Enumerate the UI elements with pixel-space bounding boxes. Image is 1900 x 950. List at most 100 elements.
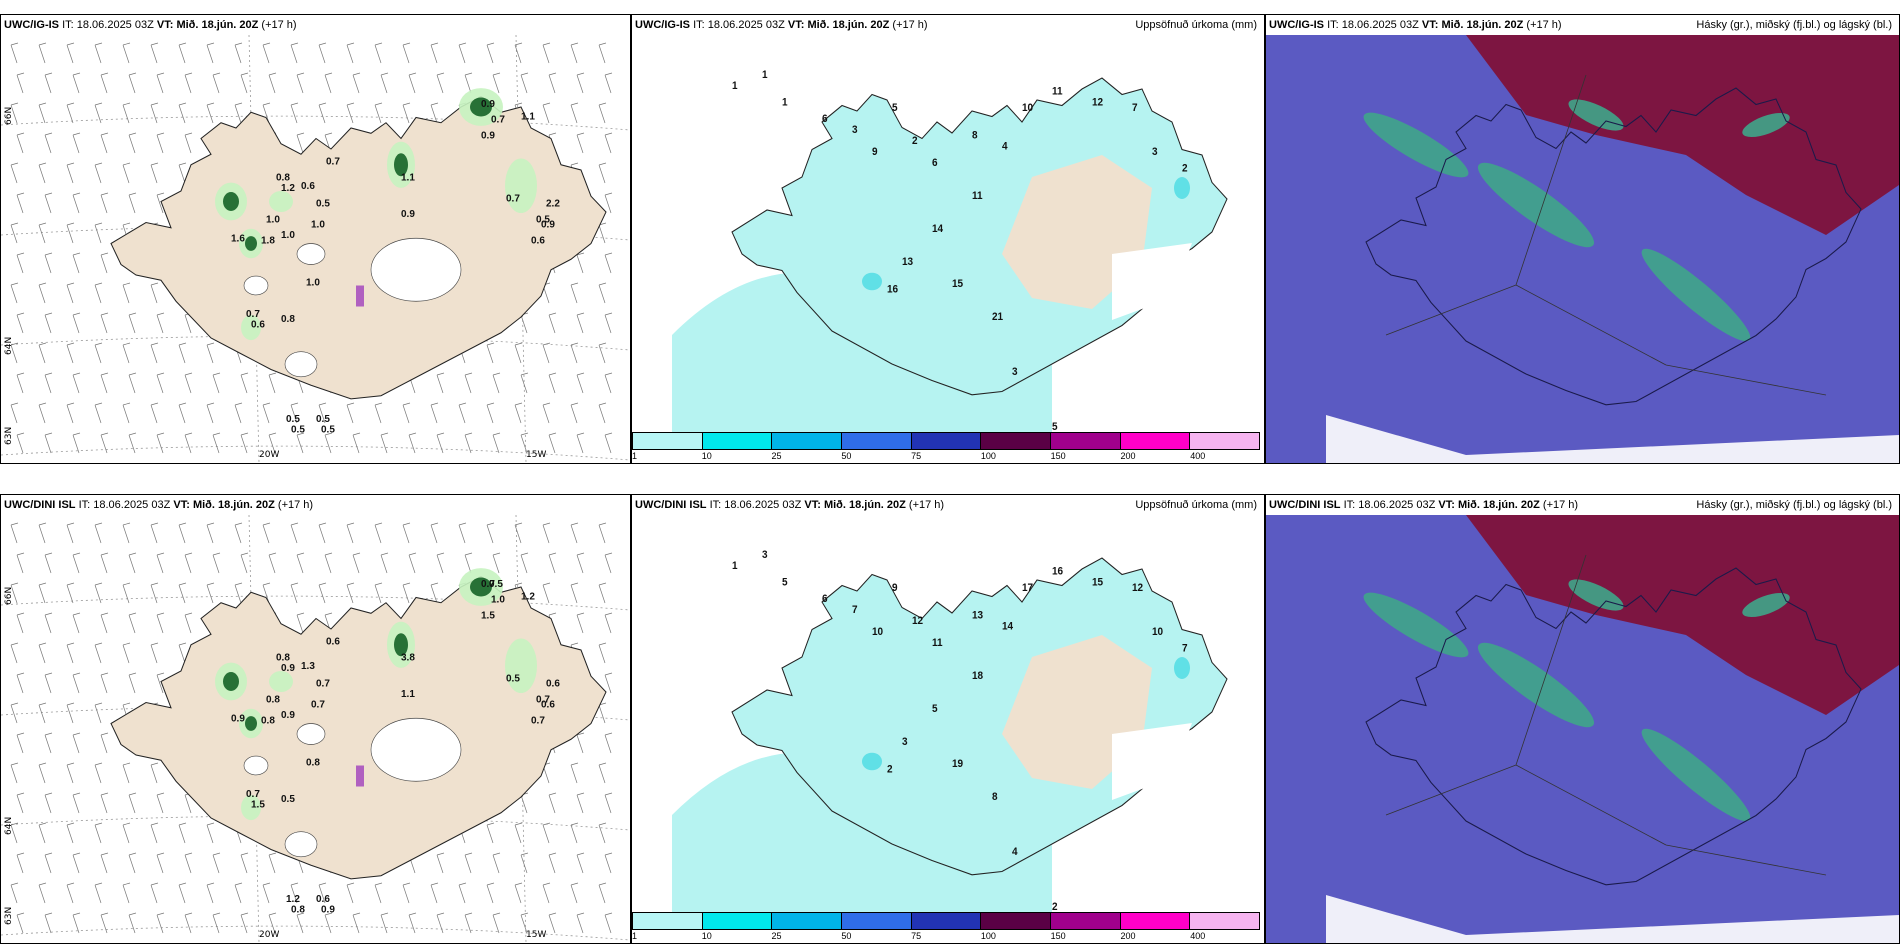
wind-barb <box>10 522 19 544</box>
glacier-myrdalsjokull <box>284 351 318 378</box>
model-name: UWC/IG-IS <box>4 19 59 31</box>
wind-map: 0.71.01.51.20.80.9 1.30.70.63.80.90.80.90… <box>1 515 630 943</box>
wind-barb <box>570 762 579 784</box>
lead-time: (+17 h) <box>1542 499 1579 511</box>
wind-gust-core <box>223 192 239 211</box>
it-label: IT: <box>693 19 705 31</box>
wind-barb <box>436 72 445 94</box>
wind-barb <box>268 372 277 394</box>
wind-gust-area <box>241 794 261 821</box>
wind-barb <box>542 822 551 844</box>
wind-barb <box>44 132 53 154</box>
wind-barb <box>100 552 109 574</box>
wind-barb <box>520 852 529 874</box>
wind-barb <box>38 42 47 64</box>
wind-barb <box>150 822 159 844</box>
wind-barb <box>514 882 523 904</box>
model-name: UWC/DINI ISL <box>1269 499 1341 511</box>
colorbar-tick-label: 1 <box>632 451 638 461</box>
wind-barb <box>38 762 47 784</box>
wind-barb <box>10 702 19 724</box>
wind-gust-value: 0.8 <box>281 314 295 325</box>
colorbar-swatch <box>1051 913 1121 929</box>
precip-value: 1 <box>762 69 768 82</box>
wind-barb <box>94 582 103 604</box>
dry-area-southeast <box>1112 723 1192 800</box>
precip-value: 12 <box>912 615 923 628</box>
wind-barb <box>598 702 607 724</box>
wind-barb <box>44 312 53 334</box>
wind-barb <box>156 432 165 454</box>
wind-barb <box>206 822 215 844</box>
glacier-langjokull <box>243 755 269 776</box>
glacier-hofsjokull <box>296 723 326 745</box>
wind-map: 0.90.70.91.10.81.2 0.60.50.71.11.61.01.01… <box>1 35 630 463</box>
wind-barb <box>324 912 333 934</box>
longitude-line <box>248 35 260 463</box>
panel-title: Uppsöfnuð úrkoma (mm) <box>1135 19 1257 31</box>
wind-barb <box>346 582 355 604</box>
it-label: IT: <box>709 499 722 511</box>
wind-barb <box>486 402 495 424</box>
colorbar-tick-label: 10 <box>701 451 712 461</box>
iceland-group: 0.71.01.51.20.80.9 1.30.70.63.80.90.80.90… <box>110 568 607 916</box>
cloud-map <box>1266 515 1899 943</box>
precip-value: 5 <box>932 703 938 716</box>
wind-barb <box>44 552 53 574</box>
lead-time: (+17 h) <box>277 499 314 511</box>
precip-value: 9 <box>872 146 878 159</box>
wind-barb <box>486 522 495 544</box>
wind-barb <box>290 522 299 544</box>
wind-barb <box>72 192 81 214</box>
wind-barb <box>156 672 165 694</box>
wind-barb <box>576 252 585 274</box>
colorbar-swatch <box>1120 433 1191 449</box>
latitude-label: 63N <box>4 907 14 925</box>
vt-value: Mið. 18.jún. 20Z <box>807 19 890 31</box>
wind-barb <box>10 162 19 184</box>
glacier-vatnajokull <box>370 237 462 302</box>
wind-barb <box>402 102 411 124</box>
wind-barb <box>576 312 585 334</box>
wind-gust-value: 0.7 <box>481 579 495 590</box>
wind-barb <box>66 102 75 124</box>
wind-gust-value: 1.1 <box>521 111 535 122</box>
wind-barb <box>156 132 165 154</box>
wind-barb <box>66 222 75 244</box>
wind-barb <box>150 282 159 304</box>
wind-gust-value: 1.2 <box>286 894 300 905</box>
wind-barb <box>122 522 131 544</box>
panel-precip-dini: UWC/DINI ISL IT: 18.06.2025 03Z VT: Mið.… <box>631 494 1265 944</box>
wind-barb <box>184 72 193 94</box>
mid-cloud-band <box>1641 728 1751 822</box>
wind-barb <box>72 672 81 694</box>
cloud-map <box>1266 35 1899 463</box>
it-label: IT: <box>78 499 91 511</box>
wind-barb <box>576 612 585 634</box>
wind-barb <box>16 672 25 694</box>
wind-barb <box>44 72 53 94</box>
precip-value: 4 <box>1012 846 1018 859</box>
vt-value: Mið. 18.jún. 20Z <box>176 19 259 31</box>
wind-barb <box>72 612 81 634</box>
wind-barb <box>604 672 613 694</box>
panel-precip-ig: UWC/IG-IS IT: 18.06.2025 03Z VT: Mið. 18… <box>631 14 1265 464</box>
colorbar-swatch <box>911 913 982 929</box>
precip-value: 7 <box>852 604 858 617</box>
wind-barb <box>38 822 47 844</box>
it-value: 18.06.2025 03Z <box>93 499 171 511</box>
wind-barb <box>44 912 53 934</box>
wind-barb <box>598 642 607 664</box>
longitude-line <box>248 515 260 943</box>
precip-value: 12 <box>1092 96 1103 109</box>
lead-time: (+17 h) <box>892 19 928 31</box>
precip-value: 6 <box>822 593 828 606</box>
wind-barb <box>486 42 495 64</box>
wind-barb <box>598 882 607 904</box>
wind-barb <box>44 432 53 454</box>
wind-barb <box>598 102 607 124</box>
panel-wind-dini: UWC/DINI ISL IT: 18.06.2025 03Z VT: Mið.… <box>0 494 631 944</box>
wind-barb <box>206 582 215 604</box>
wind-barb <box>604 552 613 574</box>
